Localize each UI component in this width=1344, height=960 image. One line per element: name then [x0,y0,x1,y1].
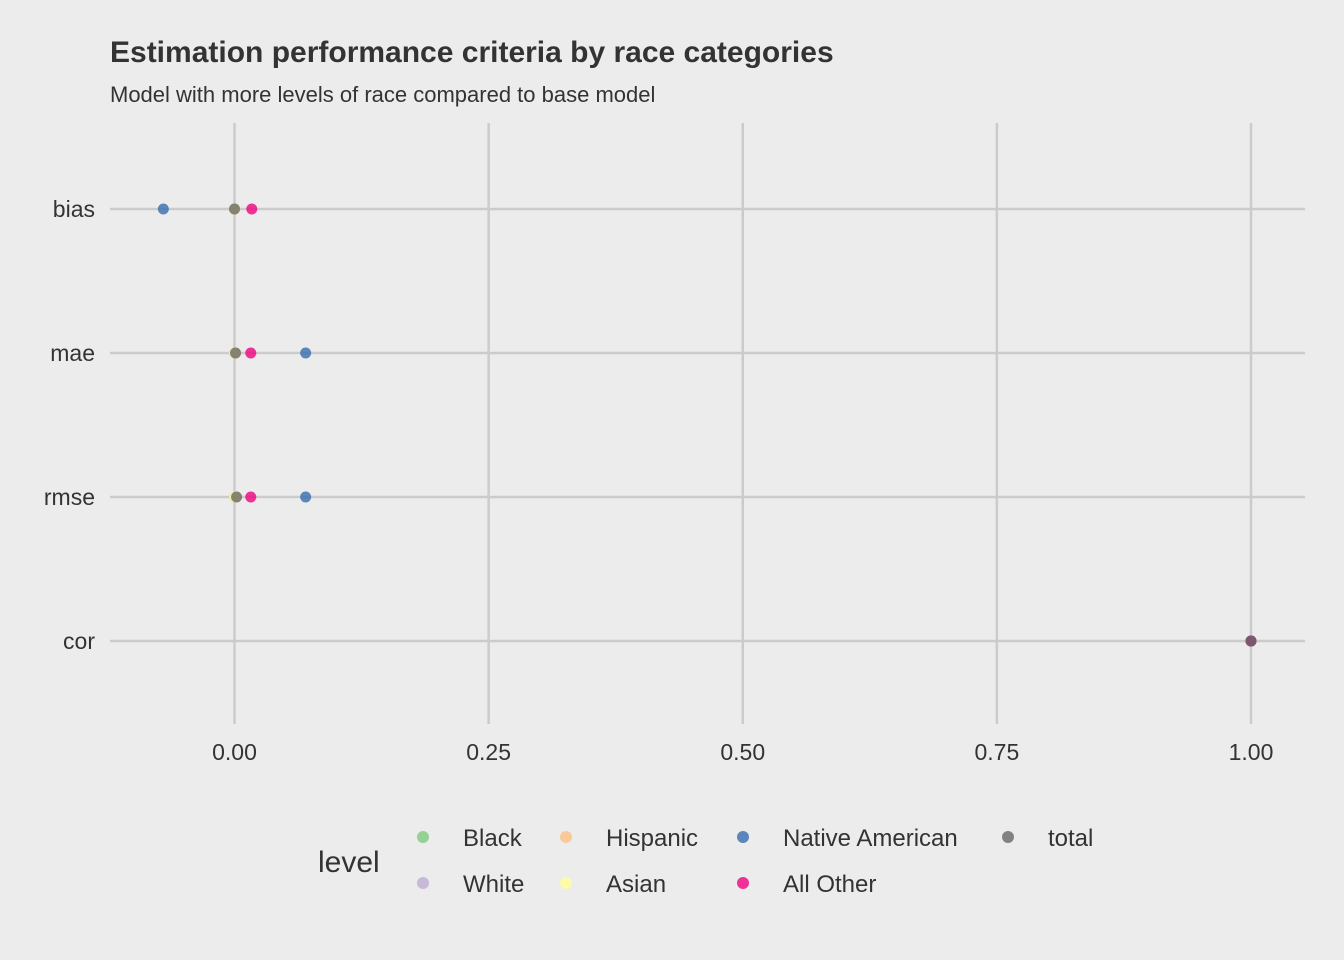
grid-lines [110,123,1305,724]
data-point [245,491,257,503]
legend-key [1002,831,1014,843]
data-point [157,203,169,215]
legend-label: Hispanic [606,825,698,852]
x-tick-labels: 0.00 0.25 0.50 0.75 1.00 [212,739,1273,765]
legend-label: total [1048,825,1093,852]
x-tick-label: 0.50 [720,739,765,765]
legend-key [560,831,572,843]
y-tick-label: cor [63,628,95,654]
legend-label: White [463,871,524,898]
legend-key [417,831,429,843]
legend-key [737,831,749,843]
x-tick-label: 0.25 [466,739,511,765]
legend-items: Black White Hispanic Asian Native American Al… [417,825,1093,898]
chart-title: Estimation performance criteria by race … [110,36,834,69]
data-point [300,347,312,359]
x-tick-label: 0.75 [974,739,1019,765]
legend-key [737,877,749,889]
data-point [231,491,243,503]
legend: level Black White Hispanic Asian Native Amer… [318,825,1093,898]
y-tick-label: rmse [44,484,95,510]
y-tick-label: mae [50,340,95,366]
legend-label: Asian [606,871,666,898]
data-point [300,491,312,503]
chart-subtitle: Model with more levels of race compared … [110,82,655,107]
y-tick-labels: bias mae rmse cor [44,196,95,654]
data-point [1245,635,1257,647]
legend-label: All Other [783,871,876,898]
data-points [157,203,1257,647]
x-tick-label: 1.00 [1229,739,1274,765]
data-point [246,203,258,215]
data-point [245,347,257,359]
legend-label: Native American [783,825,958,852]
y-tick-label: bias [53,196,95,222]
legend-title: level [318,846,380,879]
data-point [229,203,240,215]
data-point [230,347,242,359]
legend-key [560,877,572,889]
legend-key [417,877,429,889]
legend-label: Black [463,825,523,852]
x-tick-label: 0.00 [212,739,257,765]
